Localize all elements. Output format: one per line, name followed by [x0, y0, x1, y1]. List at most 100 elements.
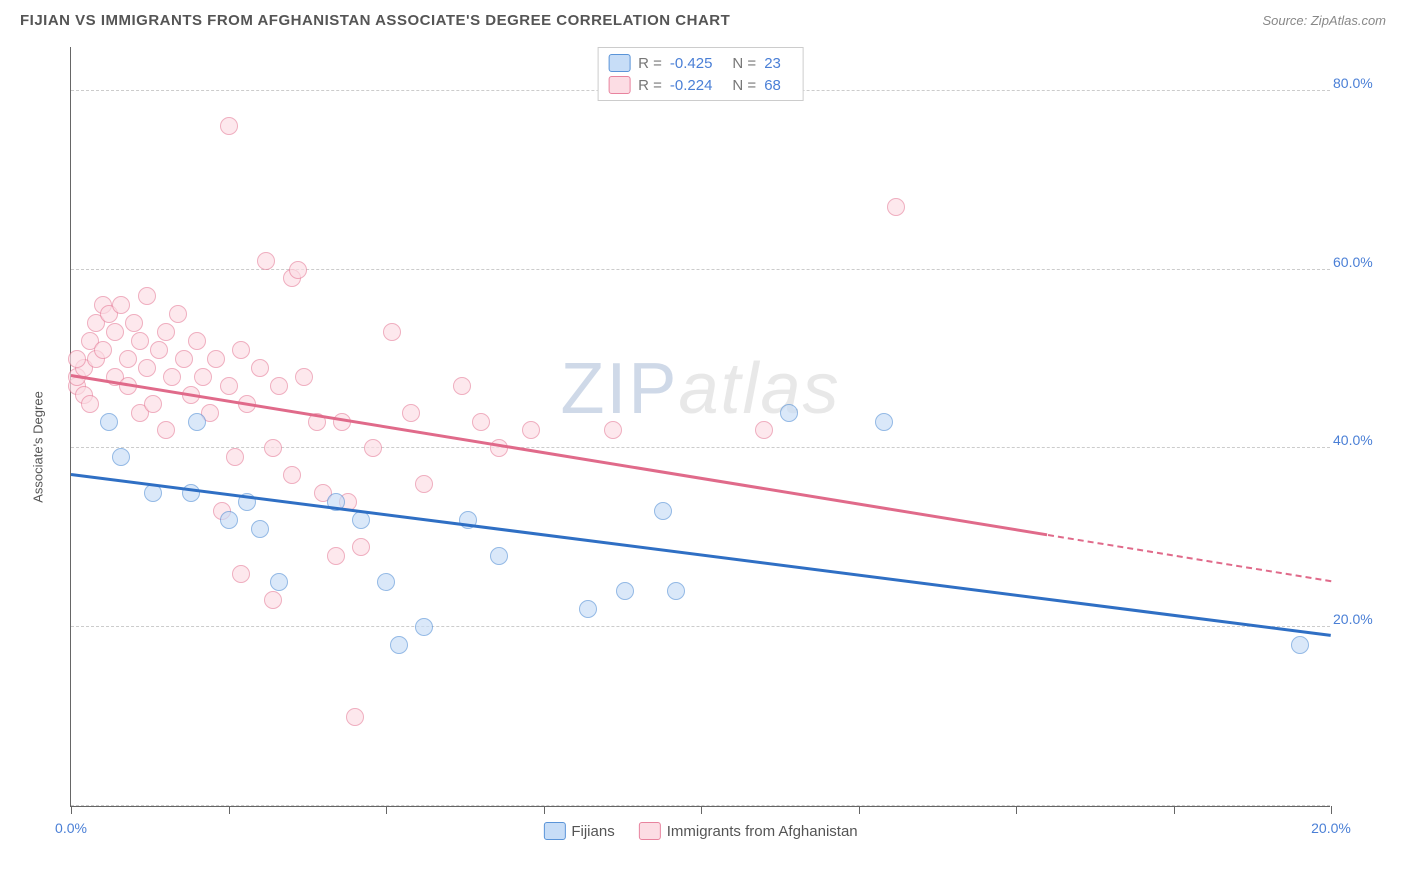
data-point-pink	[169, 305, 187, 323]
chart-header: FIJIAN VS IMMIGRANTS FROM AFGHANISTAN AS…	[20, 12, 1386, 29]
data-point-pink	[175, 350, 193, 368]
data-point-pink	[295, 368, 313, 386]
stats-n-pink: 68	[764, 77, 781, 94]
data-point-pink	[144, 395, 162, 413]
stats-n-label: N =	[732, 55, 756, 72]
legend-item-pink: Immigrants from Afghanistan	[639, 822, 858, 840]
y-tick-label: 80.0%	[1333, 75, 1388, 91]
data-point-pink	[232, 565, 250, 583]
x-tick	[701, 806, 702, 814]
swatch-blue	[608, 54, 630, 72]
x-tick	[386, 806, 387, 814]
stats-row-pink: R = -0.224 N = 68	[608, 74, 793, 96]
data-point-blue	[490, 547, 508, 565]
x-tick	[859, 806, 860, 814]
gridline-h	[71, 626, 1330, 627]
data-point-blue	[616, 582, 634, 600]
stats-n-label: N =	[732, 77, 756, 94]
watermark: ZIPatlas	[560, 348, 840, 430]
data-point-pink	[472, 413, 490, 431]
data-point-pink	[522, 421, 540, 439]
data-point-pink	[125, 314, 143, 332]
data-point-pink	[226, 448, 244, 466]
data-point-blue	[654, 502, 672, 520]
data-point-pink	[270, 377, 288, 395]
data-point-pink	[383, 323, 401, 341]
stats-r-label: R =	[638, 55, 662, 72]
data-point-blue	[390, 636, 408, 654]
data-point-blue	[251, 520, 269, 538]
data-point-pink	[346, 708, 364, 726]
data-point-blue	[352, 511, 370, 529]
data-point-blue	[780, 404, 798, 422]
data-point-pink	[232, 341, 250, 359]
data-point-blue	[1291, 636, 1309, 654]
data-point-pink	[157, 323, 175, 341]
data-point-pink	[402, 404, 420, 422]
data-point-pink	[157, 421, 175, 439]
stats-r-label: R =	[638, 77, 662, 94]
data-point-pink	[112, 296, 130, 314]
data-point-blue	[875, 413, 893, 431]
regression-line	[1047, 534, 1331, 582]
data-point-pink	[220, 117, 238, 135]
data-point-pink	[604, 421, 622, 439]
data-point-pink	[150, 341, 168, 359]
data-point-pink	[106, 323, 124, 341]
legend-swatch-blue	[543, 822, 565, 840]
data-point-blue	[579, 600, 597, 618]
data-point-pink	[81, 395, 99, 413]
bottom-legend: Fijians Immigrants from Afghanistan	[543, 822, 857, 840]
data-point-pink	[453, 377, 471, 395]
data-point-blue	[377, 573, 395, 591]
data-point-pink	[188, 332, 206, 350]
data-point-pink	[68, 350, 86, 368]
chart-source: Source: ZipAtlas.com	[1262, 13, 1386, 28]
stats-legend: R = -0.425 N = 23 R = -0.224 N = 68	[597, 47, 804, 101]
data-point-pink	[415, 475, 433, 493]
data-point-pink	[352, 538, 370, 556]
data-point-pink	[264, 439, 282, 457]
data-point-blue	[270, 573, 288, 591]
y-tick-label: 40.0%	[1333, 432, 1388, 448]
x-tick	[1331, 806, 1332, 814]
data-point-pink	[327, 547, 345, 565]
x-tick	[1016, 806, 1017, 814]
data-point-pink	[264, 591, 282, 609]
data-point-pink	[283, 466, 301, 484]
legend-label-blue: Fijians	[571, 823, 614, 840]
data-point-pink	[220, 377, 238, 395]
data-point-pink	[755, 421, 773, 439]
data-point-blue	[220, 511, 238, 529]
data-point-pink	[251, 359, 269, 377]
x-tick-label: 20.0%	[1311, 820, 1351, 836]
data-point-blue	[112, 448, 130, 466]
data-point-pink	[94, 341, 112, 359]
data-point-pink	[138, 287, 156, 305]
data-point-pink	[364, 439, 382, 457]
data-point-blue	[415, 618, 433, 636]
data-point-pink	[119, 350, 137, 368]
stats-row-blue: R = -0.425 N = 23	[608, 52, 793, 74]
y-tick-label: 20.0%	[1333, 611, 1388, 627]
stats-r-pink: -0.224	[670, 77, 713, 94]
data-point-pink	[131, 332, 149, 350]
data-point-pink	[138, 359, 156, 377]
swatch-pink	[608, 76, 630, 94]
x-tick	[544, 806, 545, 814]
data-point-pink	[163, 368, 181, 386]
data-point-pink	[289, 261, 307, 279]
data-point-blue	[100, 413, 118, 431]
stats-r-blue: -0.425	[670, 55, 713, 72]
data-point-blue	[667, 582, 685, 600]
data-point-pink	[887, 198, 905, 216]
stats-n-blue: 23	[764, 55, 781, 72]
legend-label-pink: Immigrants from Afghanistan	[667, 823, 858, 840]
x-tick-label: 0.0%	[55, 820, 87, 836]
data-point-pink	[194, 368, 212, 386]
watermark-atlas: atlas	[678, 349, 840, 429]
gridline-h	[71, 447, 1330, 448]
x-tick	[71, 806, 72, 814]
chart-container: Associate's Degree ZIPatlas R = -0.425 N…	[20, 37, 1386, 857]
gridline-h	[71, 269, 1330, 270]
